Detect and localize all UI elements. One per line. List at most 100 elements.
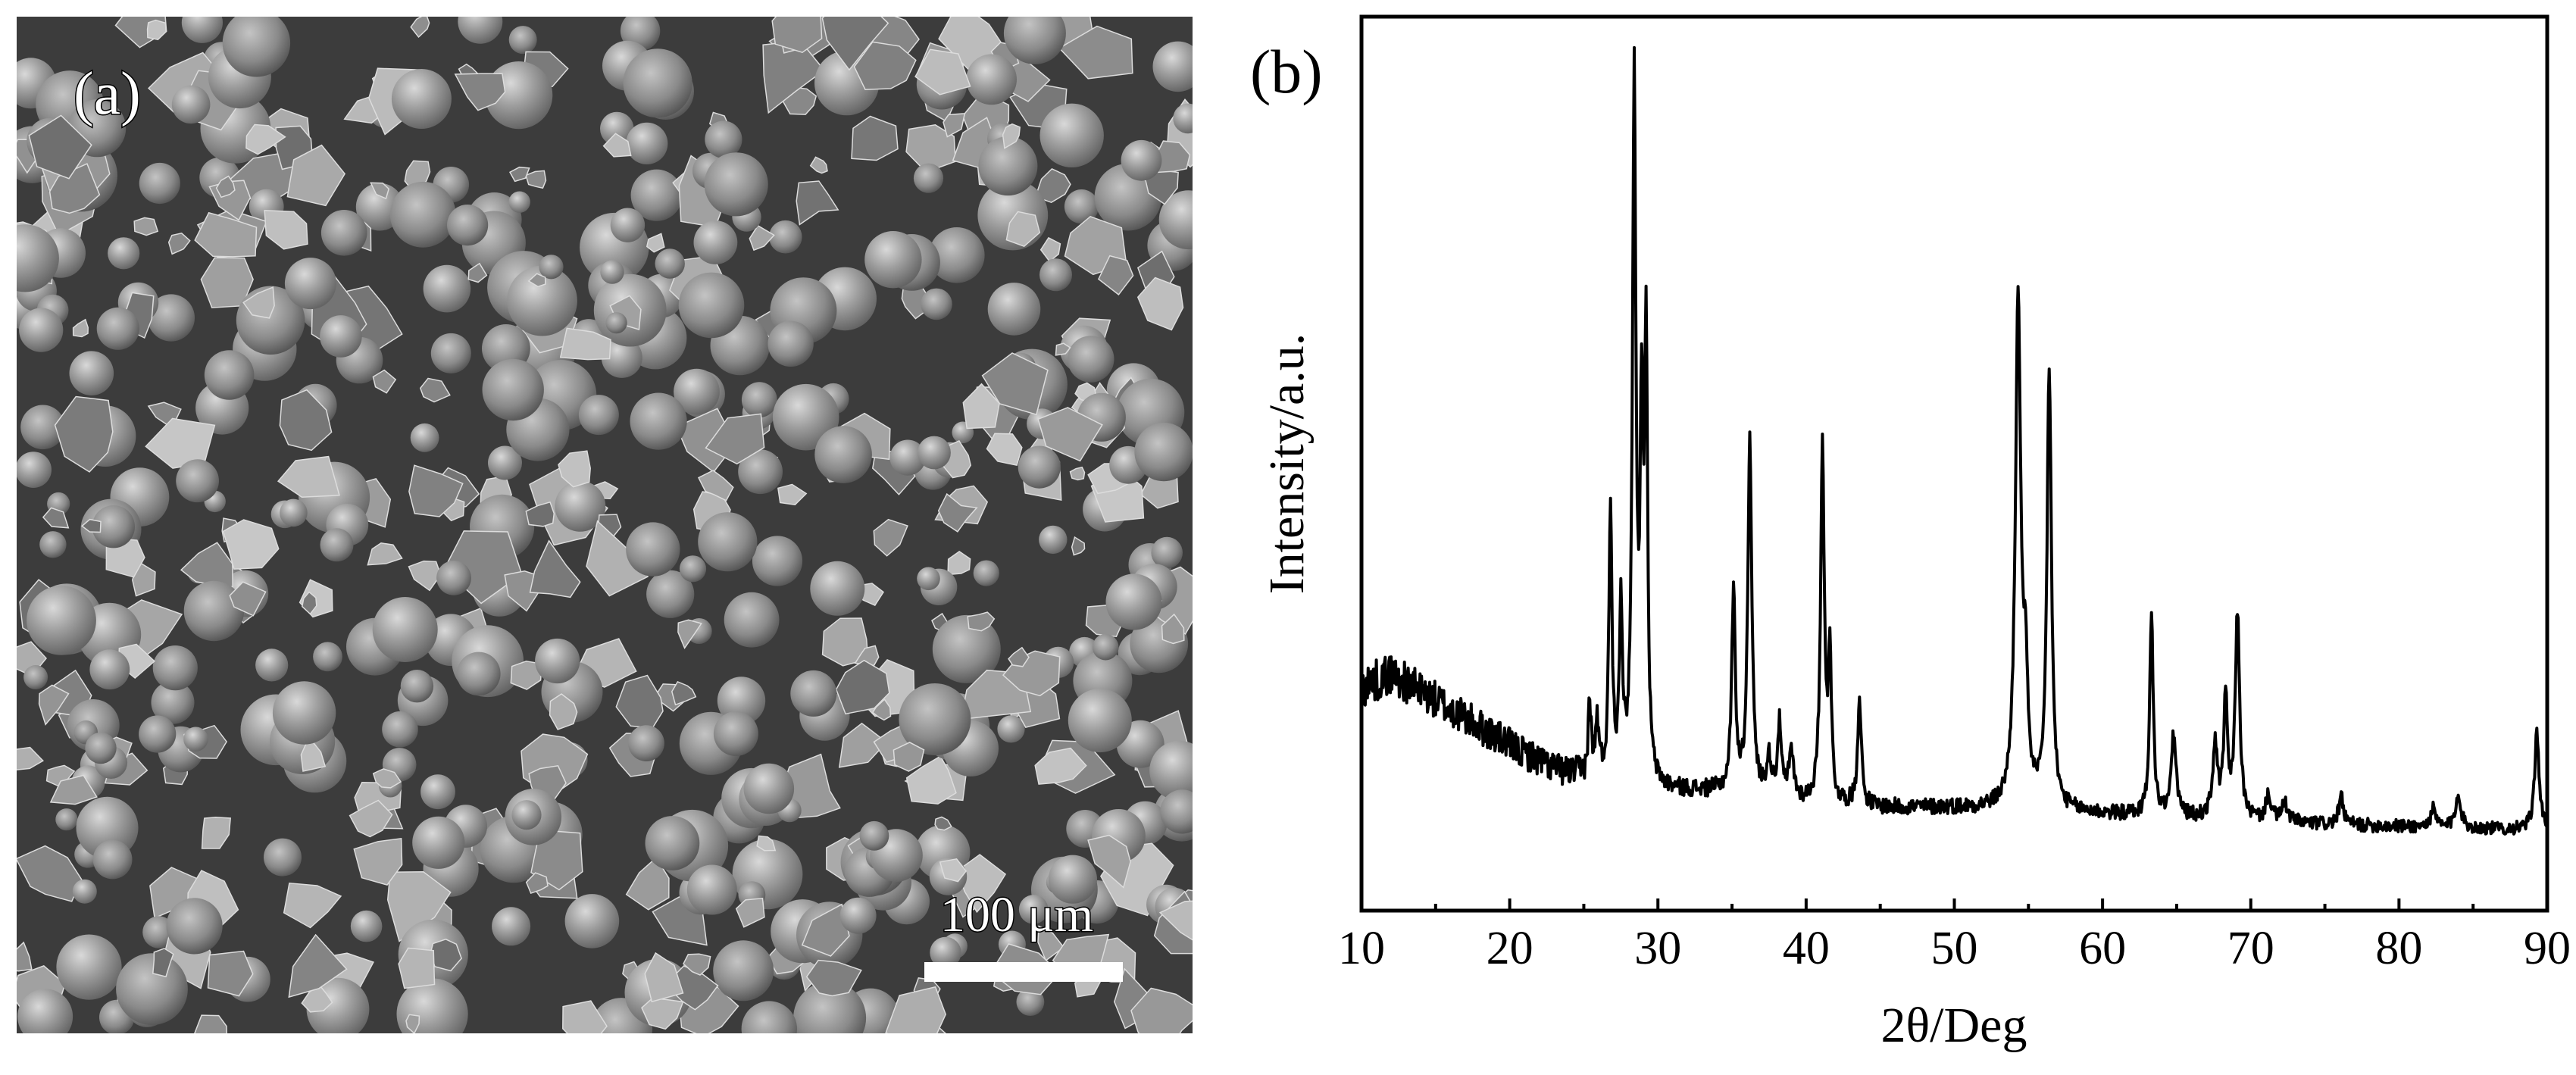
spherical-particle (1068, 689, 1132, 753)
spherical-particle (921, 288, 952, 320)
angular-particle (408, 464, 464, 517)
spherical-particle (447, 205, 489, 246)
spherical-particle (864, 231, 922, 289)
angular-particle (885, 986, 947, 1033)
spherical-particle (255, 648, 289, 682)
angular-particle (1058, 25, 1133, 80)
spherical-particle (698, 512, 758, 572)
spherical-particle (204, 350, 255, 400)
xrd-series-line (1360, 45, 2549, 836)
spherical-particle (1039, 258, 1072, 292)
scale-bar-label: 100 μm (940, 887, 1093, 942)
angular-particle (805, 959, 862, 997)
angular-particle (194, 211, 258, 258)
spherical-particle (917, 567, 940, 591)
angular-particle (851, 115, 899, 161)
angular-particle (17, 941, 33, 972)
spherical-particle (646, 570, 695, 618)
angular-particle (530, 829, 583, 891)
angular-particle (28, 114, 92, 180)
spherical-particle (630, 392, 687, 450)
angular-particle (367, 542, 403, 566)
x-tick-label: 20 (1487, 923, 1533, 974)
spherical-particle (280, 498, 308, 527)
angular-particle (349, 799, 393, 838)
x-tick-label: 40 (1783, 923, 1830, 974)
spherical-particle (152, 645, 198, 691)
spherical-particle (743, 763, 795, 814)
spherical-particle (1160, 789, 1193, 834)
angular-particle (277, 455, 340, 498)
angular-particle (1008, 646, 1030, 667)
spherical-particle (492, 907, 531, 946)
spherical-particle (973, 560, 999, 586)
angular-particle (80, 518, 102, 533)
spherical-particle (713, 711, 758, 756)
angular-particle (1158, 900, 1193, 941)
spherical-particle (181, 17, 223, 43)
angular-particle (242, 286, 275, 319)
angular-particle (943, 113, 966, 138)
angular-particle (1002, 123, 1021, 149)
xrd-chart: (b) 10 20 30 40 50 60 70 80 90 2θ/Deg Intensity/… (1250, 14, 2571, 1053)
angular-particle (1055, 342, 1071, 356)
spherical-particle (482, 358, 544, 421)
spherical-particle (511, 800, 542, 830)
spherical-particle (790, 670, 837, 717)
angular-particle (801, 903, 850, 957)
spherical-particle (1134, 422, 1193, 482)
spherical-particle (929, 227, 985, 283)
spherical-particle (978, 136, 1038, 196)
spherical-particle (932, 614, 1001, 683)
spherical-particle (1092, 633, 1119, 661)
angular-particle (809, 156, 828, 174)
spherical-particle (20, 405, 65, 450)
angular-particle (1069, 466, 1086, 481)
angular-particle (510, 661, 542, 690)
angular-particle (72, 318, 89, 338)
spherical-particle (69, 351, 114, 395)
angular-particle (602, 133, 632, 158)
spherical-particle (724, 592, 780, 648)
scale-bar (924, 962, 1123, 982)
spherical-particle (600, 260, 624, 284)
spherical-particle (508, 26, 537, 55)
angular-particle (283, 882, 342, 929)
angular-particle (264, 210, 308, 250)
panel-b-label: (b) (1250, 37, 1323, 106)
angular-particle (286, 144, 346, 207)
angular-particle (1005, 211, 1041, 248)
spherical-particle (420, 774, 455, 810)
angular-particle (152, 948, 174, 978)
angular-particle (1037, 925, 1065, 961)
spherical-particle (320, 210, 367, 256)
angular-particle (677, 619, 702, 649)
angular-particle (821, 17, 889, 71)
spherical-particle (678, 272, 745, 339)
angular-particle (914, 48, 971, 95)
angular-particle (777, 483, 808, 505)
angular-particle (683, 953, 711, 976)
spherical-particle (623, 48, 692, 118)
x-tick-label: 80 (2375, 923, 2422, 974)
panel-a-label: (a) (73, 61, 141, 127)
spherical-particle (151, 680, 195, 724)
angular-particle (558, 450, 591, 488)
spherical-particle (1121, 139, 1162, 181)
angular-particle (1071, 536, 1086, 556)
spherical-particle (713, 940, 774, 1002)
angular-particle (967, 611, 996, 632)
angular-particle (1136, 277, 1184, 331)
spherical-particle (55, 808, 78, 831)
spherical-particle (139, 162, 180, 205)
spherical-particle (1018, 445, 1061, 489)
angular-particle (279, 389, 333, 452)
spherical-particle (913, 163, 944, 193)
spherical-particle (810, 561, 865, 616)
angular-particle (705, 413, 765, 465)
spherical-particle (39, 531, 67, 558)
angular-particle (17, 845, 83, 902)
spherical-particle (626, 522, 680, 577)
spherical-particle (313, 642, 342, 672)
spherical-particle (628, 725, 664, 761)
